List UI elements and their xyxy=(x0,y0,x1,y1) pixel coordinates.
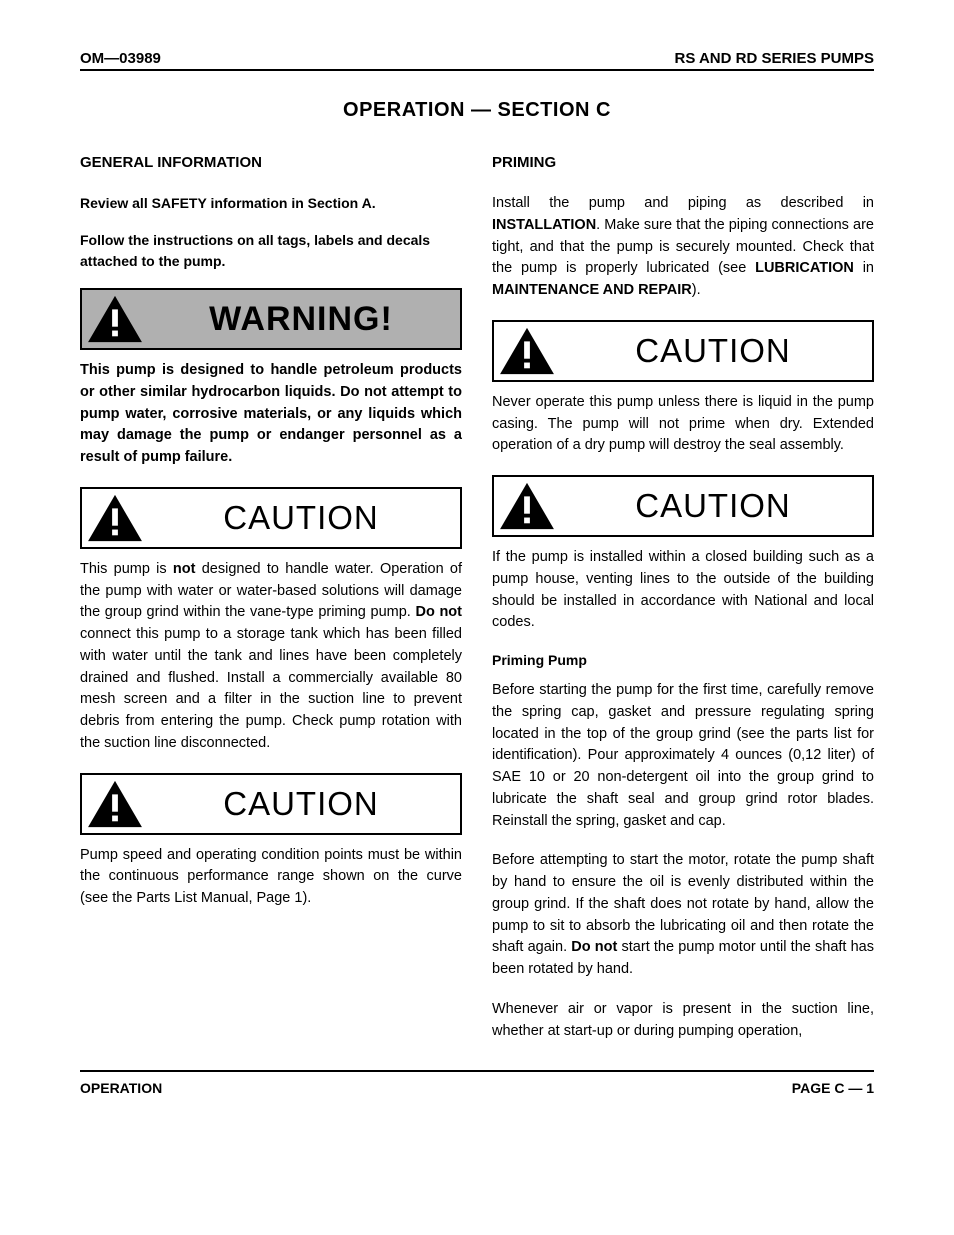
caution-label-4: CAUTION xyxy=(564,487,862,525)
caution-2-text: Pump speed and operating condition point… xyxy=(80,845,462,910)
warning-text: This pump is designed to handle petroleu… xyxy=(80,360,462,469)
caution-label-3: CAUTION xyxy=(564,332,862,370)
warning-box: WARNING! xyxy=(80,288,462,350)
caution-label-2: CAUTION xyxy=(152,785,450,823)
priming-p2: Before starting the pump for the first t… xyxy=(492,680,874,832)
caution1-pre: This pump is xyxy=(80,561,173,577)
caution1-bold2: Do not xyxy=(415,604,462,620)
caution1-bold1: not xyxy=(173,561,196,577)
left-column: GENERAL INFORMATION Review all SAFETY in… xyxy=(80,154,462,1042)
priming-p3: Before attempting to start the motor, ro… xyxy=(492,850,874,981)
footer-right: PAGE C — 1 xyxy=(792,1080,874,1096)
p3-b1: Do not xyxy=(571,939,617,955)
priming-p1: Install the pump and piping as described… xyxy=(492,193,874,302)
caution-box-4: CAUTION xyxy=(492,475,874,537)
p1-post: ). xyxy=(692,282,701,298)
caution-4-text: If the pump is installed within a closed… xyxy=(492,547,874,634)
doc-code: OM—03989 xyxy=(80,50,161,67)
caution-triangle-icon xyxy=(86,493,144,543)
footer-left: OPERATION xyxy=(80,1080,162,1096)
priming-p4: Whenever air or vapor is present in the … xyxy=(492,999,874,1043)
caution-1-text: This pump is not designed to handle wate… xyxy=(80,559,462,755)
page-title: OPERATION — SECTION C xyxy=(80,99,874,122)
footer-bar: OPERATION PAGE C — 1 xyxy=(80,1070,874,1096)
caution-3-text: Never operate this pump unless there is … xyxy=(492,392,874,457)
p1-pre: Install the pump and piping as described… xyxy=(492,195,874,211)
warning-triangle-icon xyxy=(86,294,144,344)
header-bar: OM—03989 RS AND RD SERIES PUMPS xyxy=(80,50,874,71)
general-info-heading: GENERAL INFORMATION xyxy=(80,154,462,171)
p1-mid2: in xyxy=(854,260,874,276)
follow-tags-note: Follow the instructions on all tags, lab… xyxy=(80,230,462,272)
caution-triangle-icon xyxy=(498,481,556,531)
caution-label-1: CAUTION xyxy=(152,499,450,537)
caution-triangle-icon xyxy=(498,326,556,376)
p1-b2: LUBRICATION xyxy=(755,260,854,276)
p1-b1: INSTALLATION xyxy=(492,217,596,233)
warning-label: WARNING! xyxy=(152,300,450,339)
safety-review-note: Review all SAFETY information in Section… xyxy=(80,193,462,214)
right-column: PRIMING Install the pump and piping as d… xyxy=(492,154,874,1042)
content-columns: GENERAL INFORMATION Review all SAFETY in… xyxy=(80,154,874,1042)
priming-heading: PRIMING xyxy=(492,154,874,171)
caution1-post: connect this pump to a storage tank whic… xyxy=(80,626,462,751)
doc-series: RS AND RD SERIES PUMPS xyxy=(675,50,874,67)
caution-box-2: CAUTION xyxy=(80,773,462,835)
caution-box-3: CAUTION xyxy=(492,320,874,382)
caution-box-1: CAUTION xyxy=(80,487,462,549)
caution-triangle-icon xyxy=(86,779,144,829)
p1-b3: MAINTENANCE AND REPAIR xyxy=(492,282,692,298)
priming-pump-subheading: Priming Pump xyxy=(492,652,874,668)
